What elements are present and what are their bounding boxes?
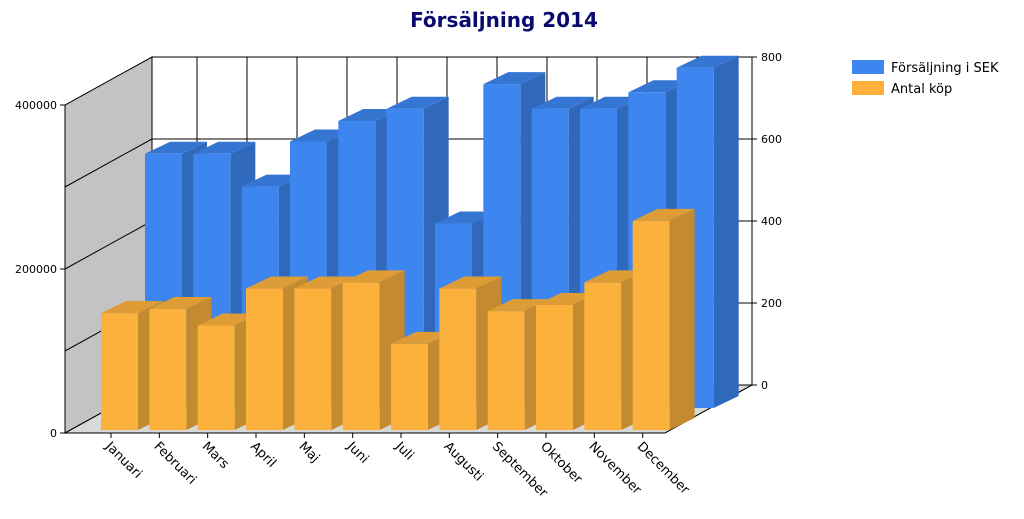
- bar-antal-köp-1-top: [149, 297, 212, 310]
- bar-antal-köp-11-front: [632, 220, 670, 430]
- bar-antal-köp-2-top: [197, 313, 260, 326]
- x-tick-label: April: [247, 439, 279, 471]
- bar-antal-köp-6-front: [391, 343, 428, 430]
- series-front-bars: [101, 208, 695, 430]
- bar-antal-köp-11-side: [669, 208, 695, 430]
- x-tick-label: Mars: [199, 439, 232, 472]
- side-gridline: [64, 138, 153, 188]
- bar-antal-köp-0-top: [101, 301, 163, 314]
- right-tick-label: 200: [761, 297, 782, 310]
- bar-antal-köp-9-front: [536, 304, 573, 430]
- legend-label: Försäljning i SEK: [891, 61, 999, 76]
- bar-antal-köp-5-front: [342, 282, 380, 430]
- bar-antal-köp-3-top: [246, 276, 308, 289]
- right-tick-label: 800: [761, 51, 782, 64]
- right-tick-label: 0: [761, 379, 768, 392]
- bar-försäljning-i-sek-5-top: [386, 96, 449, 109]
- bar-antal-köp-2-front: [197, 325, 235, 430]
- bar-försäljning-i-sek-6-top: [435, 211, 497, 224]
- bar-antal-köp-7-front: [439, 288, 477, 430]
- bar-antal-köp-6: [391, 331, 453, 430]
- x-tick-label: Oktober: [537, 439, 585, 487]
- bar-antal-köp-6-top: [391, 331, 453, 344]
- bar-antal-köp-4-front: [294, 288, 332, 430]
- legend-swatch: [852, 81, 884, 95]
- bar-antal-köp-10-top: [584, 270, 647, 283]
- x-tick-label: December: [634, 439, 693, 498]
- left-tick-label: 200000: [15, 263, 57, 276]
- bar-antal-köp-8-top: [487, 299, 550, 312]
- bar-antal-köp-5-top: [342, 270, 405, 283]
- legend: Försäljning i SEK Antal köp: [852, 60, 999, 97]
- bar-antal-köp-4-top: [294, 276, 357, 289]
- bar-försäljning-i-sek-1-top: [193, 141, 256, 154]
- left-y-axis: 0 200000 400000: [15, 99, 66, 440]
- bar-försäljning-i-sek-7-top: [483, 72, 546, 85]
- legend-swatch: [852, 60, 884, 74]
- bar-antal-köp-1-front: [149, 309, 187, 430]
- x-axis: Januari Februari Mars April Maj Juni Juli Augus…: [65, 432, 693, 501]
- bar-antal-köp-0-front: [101, 313, 138, 430]
- chart-title: Försäljning 2014: [410, 8, 598, 32]
- x-tick-label: Juni: [343, 439, 371, 467]
- bar-antal-köp-9-top: [536, 292, 598, 305]
- right-tick-label: 600: [761, 133, 782, 146]
- x-tick-label: Augusti: [441, 439, 486, 484]
- bar-försäljning-i-sek-11-side: [713, 55, 739, 408]
- bar-försäljning-i-sek-3-top: [290, 129, 352, 142]
- right-y-axis: 0 200 400 600 800: [751, 51, 782, 392]
- left-tick-label: 0: [50, 427, 57, 440]
- bar-antal-köp-8-front: [487, 311, 525, 430]
- bar-försäljning-i-sek-9-top: [580, 96, 642, 109]
- bar-antal-köp-3-front: [246, 288, 283, 430]
- bar-försäljning-i-sek-2-top: [241, 174, 304, 187]
- x-tick-label: Maj: [296, 439, 323, 466]
- bar-antal-köp-11-top: [632, 208, 695, 221]
- bar-försäljning-i-sek-0-top: [145, 141, 207, 154]
- left-tick-label: 400000: [15, 99, 57, 112]
- bar-antal-köp-11: [632, 208, 695, 430]
- bar-antal-köp-10-front: [584, 282, 622, 430]
- bar-antal-köp-7-top: [439, 276, 502, 289]
- bar-försäljning-i-sek-10-top: [628, 80, 691, 93]
- x-tick-label: Januari: [101, 439, 144, 482]
- bar-försäljning-i-sek-11-top: [676, 55, 739, 68]
- legend-label: Antal köp: [891, 82, 952, 97]
- bar-försäljning-i-sek-8-top: [531, 96, 594, 109]
- x-tick-label: Februari: [151, 439, 199, 487]
- x-tick-label: Juli: [391, 439, 416, 464]
- right-tick-label: 400: [761, 215, 782, 228]
- side-gridline: [64, 220, 153, 270]
- bar-försäljning-i-sek-4-top: [338, 109, 401, 121]
